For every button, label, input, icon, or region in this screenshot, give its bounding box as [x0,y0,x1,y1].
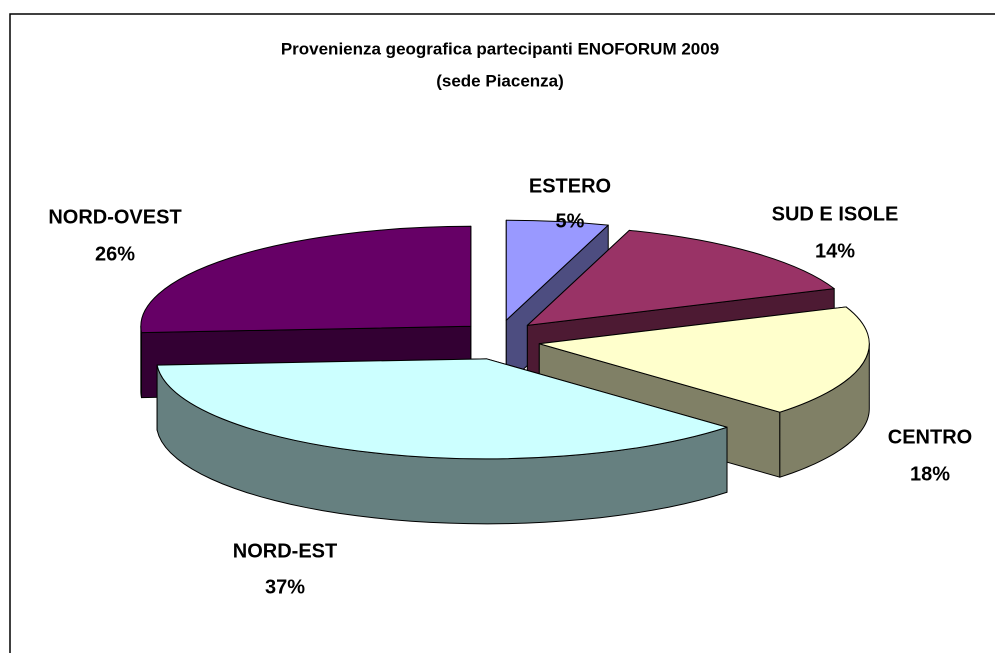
value-label: 5% [556,210,585,232]
value-label: 18% [910,463,950,485]
slice-label: CENTRO [888,426,972,448]
slice [526,229,835,326]
chart-title: Provenienza geografica partecipanti ENOF… [281,39,719,58]
value-label: 26% [95,243,135,265]
slice-label: NORD-OVEST [48,206,181,228]
chart-subtitle: (sede Piacenza) [436,71,564,90]
slice-label: SUD E ISOLE [772,203,899,225]
slice [538,306,870,413]
slice-wall [140,325,142,399]
value-label: 37% [265,576,305,598]
slice-label: NORD-EST [233,540,337,562]
value-label: 14% [815,240,855,262]
slice [156,358,728,460]
slice [505,219,609,321]
slice-label: ESTERO [529,175,611,197]
slice [140,225,472,334]
